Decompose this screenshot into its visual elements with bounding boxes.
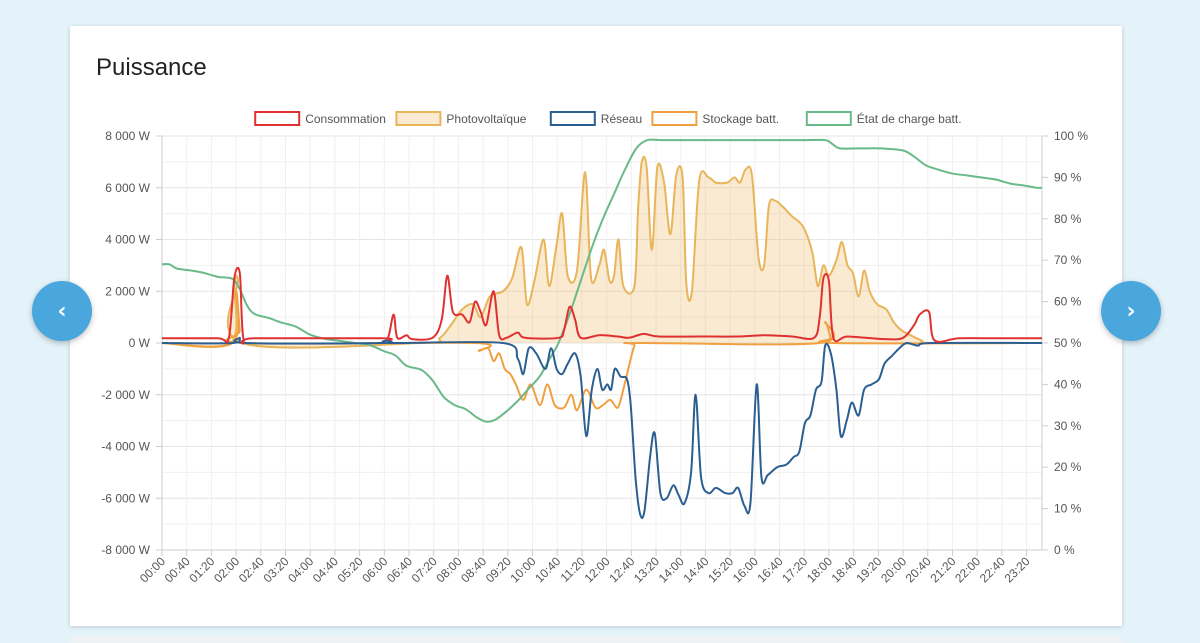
y-right-tick-label: 60 % [1054, 295, 1082, 309]
x-tick-label: 18:00 [804, 554, 835, 585]
y-left-tick-label: 4 000 W [105, 233, 150, 247]
y-left-tick-label: 8 000 W [105, 129, 150, 143]
y-right-tick-label: 90 % [1054, 170, 1082, 184]
legend-swatch [395, 111, 442, 126]
x-tick-label: 23:20 [1002, 554, 1033, 585]
x-tick-label: 18:40 [829, 554, 860, 585]
x-tick-label: 08:40 [458, 554, 489, 585]
x-tick-label: 11:20 [558, 554, 589, 585]
x-tick-label: 05:20 [335, 554, 366, 585]
series-line-0 [162, 266, 1042, 345]
previous-button[interactable]: ‹ [32, 281, 92, 341]
x-tick-label: 07:20 [409, 554, 440, 585]
x-tick-label: 12:40 [606, 554, 637, 585]
card-title: Puissance [96, 54, 207, 81]
y-right-tick-label: 80 % [1054, 212, 1082, 226]
x-tick-label: 06:40 [384, 554, 415, 585]
y-right-tick-label: 100 % [1054, 129, 1088, 143]
legend-swatch [651, 111, 698, 126]
y-left-tick-label: -6 000 W [101, 491, 150, 505]
y-right-tick-label: 10 % [1054, 502, 1082, 516]
x-tick-label: 15:20 [705, 554, 736, 585]
series-line-1 [161, 155, 1043, 349]
y-right-tick-label: 30 % [1054, 419, 1082, 433]
x-tick-label: 10:00 [508, 554, 539, 585]
y-left-tick-label: 2 000 W [105, 284, 150, 298]
x-tick-label: 09:20 [483, 554, 514, 585]
x-tick-label: 20:40 [903, 554, 934, 585]
y-right-tick-label: 40 % [1054, 377, 1082, 391]
y-right-tick-label: 20 % [1054, 460, 1082, 474]
x-tick-label: 22:00 [952, 554, 983, 585]
x-tick-label: 00:40 [162, 554, 193, 585]
x-tick-label: 02:40 [236, 554, 267, 585]
x-tick-label: 20:00 [878, 554, 909, 585]
x-tick-label: 16:40 [755, 554, 786, 585]
legend-swatch [805, 111, 852, 126]
y-right-tick-label: 0 % [1054, 543, 1075, 557]
x-tick-label: 12:00 [582, 554, 613, 585]
next-button[interactable]: › [1101, 281, 1161, 341]
x-tick-label: 04:40 [310, 554, 341, 585]
x-tick-label: 03:20 [260, 554, 291, 585]
legend-label: Réseau [601, 112, 642, 126]
x-tick-label: 16:00 [730, 554, 761, 585]
x-tick-label: 06:00 [359, 554, 390, 585]
y-left-tick-label: 6 000 W [105, 181, 150, 195]
next-card-edge [70, 636, 1122, 643]
x-tick-label: 10:40 [532, 554, 563, 585]
x-tick-label: 04:00 [285, 554, 316, 585]
x-tick-label: 01:20 [186, 554, 217, 585]
x-tick-label: 17:20 [779, 554, 810, 585]
y-right-tick-label: 70 % [1054, 253, 1082, 267]
x-tick-label: 19:20 [853, 554, 884, 585]
x-tick-label: 00:00 [137, 554, 168, 585]
x-tick-label: 14:40 [680, 554, 711, 585]
series-line-4 [161, 138, 1043, 423]
y-left-tick-label: -4 000 W [101, 440, 150, 454]
series-line-2 [161, 336, 1043, 520]
y-left-tick-label: -8 000 W [101, 543, 150, 557]
power-chart: 8 000 W 6 000 W 4 000 W 2 000 W 0 W -2 000 W -… [101, 111, 1088, 585]
legend-label: Stockage batt. [702, 112, 779, 126]
power-card: Puissance 8 000 W 6 000 W 4 000 W 2 000 W 0 … [70, 26, 1122, 626]
x-tick-label: 21:20 [927, 554, 958, 585]
chevron-left-icon: ‹ [57, 298, 67, 324]
legend-swatch [549, 111, 596, 126]
legend-label: Consommation [305, 112, 386, 126]
y-left-tick-label: -2 000 W [101, 388, 150, 402]
x-tick-label: 08:00 [433, 554, 464, 585]
legend-label: Photovoltaïque [446, 112, 526, 126]
x-tick-label: 14:00 [656, 554, 687, 585]
legend-swatch [254, 111, 301, 126]
x-tick-label: 22:40 [977, 554, 1008, 585]
y-right-tick-label: 50 % [1054, 336, 1082, 350]
y-left-tick-label: 0 W [129, 336, 151, 350]
chevron-right-icon: › [1126, 298, 1136, 324]
x-tick-label: 13:20 [631, 554, 662, 585]
x-tick-label: 02:00 [211, 554, 242, 585]
legend-label: État de charge batt. [857, 111, 962, 126]
